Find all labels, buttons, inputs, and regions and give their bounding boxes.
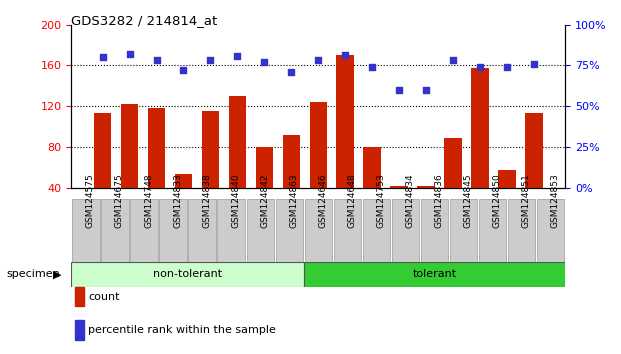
Point xyxy=(178,67,188,73)
Point xyxy=(367,64,377,69)
Text: percentile rank within the sample: percentile rank within the sample xyxy=(88,325,276,335)
Text: GSM124675: GSM124675 xyxy=(115,173,124,228)
FancyBboxPatch shape xyxy=(304,262,565,287)
Text: GSM124851: GSM124851 xyxy=(522,173,530,228)
Bar xyxy=(202,111,219,188)
Text: GSM124753: GSM124753 xyxy=(376,173,386,228)
Point xyxy=(475,64,485,69)
Text: GDS3282 / 214814_at: GDS3282 / 214814_at xyxy=(71,14,218,27)
Bar xyxy=(391,185,408,188)
Point xyxy=(314,58,324,63)
FancyBboxPatch shape xyxy=(247,199,274,262)
Text: GSM124836: GSM124836 xyxy=(435,173,443,228)
FancyBboxPatch shape xyxy=(450,199,477,262)
FancyBboxPatch shape xyxy=(101,199,129,262)
Bar xyxy=(337,55,354,188)
FancyBboxPatch shape xyxy=(188,199,215,262)
Text: GSM124842: GSM124842 xyxy=(260,173,269,228)
Bar xyxy=(175,175,193,188)
Point xyxy=(97,55,107,60)
Text: ▶: ▶ xyxy=(53,269,61,279)
Point xyxy=(502,64,512,69)
FancyBboxPatch shape xyxy=(276,199,303,262)
Bar xyxy=(121,104,138,188)
Bar xyxy=(498,170,515,188)
FancyBboxPatch shape xyxy=(421,199,448,262)
Point xyxy=(448,58,458,63)
Point xyxy=(125,51,135,57)
Bar xyxy=(309,102,327,188)
Bar xyxy=(94,113,111,188)
FancyBboxPatch shape xyxy=(160,199,187,262)
Bar xyxy=(256,147,273,188)
Text: GSM124648: GSM124648 xyxy=(347,173,356,228)
Text: GSM124748: GSM124748 xyxy=(144,173,153,228)
Point xyxy=(260,59,270,65)
Bar xyxy=(283,135,300,188)
Point xyxy=(206,58,215,63)
FancyBboxPatch shape xyxy=(305,199,332,262)
Bar xyxy=(525,113,543,188)
Text: specimen: specimen xyxy=(6,269,60,279)
Text: tolerant: tolerant xyxy=(412,269,456,279)
Point xyxy=(394,87,404,93)
Text: GSM124840: GSM124840 xyxy=(231,173,240,228)
Point xyxy=(286,69,296,74)
FancyBboxPatch shape xyxy=(392,199,419,262)
Text: GSM124575: GSM124575 xyxy=(86,173,95,228)
Text: GSM124863: GSM124863 xyxy=(289,173,298,228)
Point xyxy=(232,53,242,59)
Bar xyxy=(471,68,489,188)
Text: GSM124853: GSM124853 xyxy=(551,173,560,228)
FancyBboxPatch shape xyxy=(363,199,390,262)
FancyBboxPatch shape xyxy=(71,262,304,287)
Text: count: count xyxy=(88,292,120,302)
Bar xyxy=(229,96,246,188)
Text: GSM124834: GSM124834 xyxy=(406,173,414,228)
FancyBboxPatch shape xyxy=(479,199,506,262)
Text: GSM124850: GSM124850 xyxy=(492,173,502,228)
FancyBboxPatch shape xyxy=(508,199,535,262)
Point xyxy=(152,58,161,63)
Text: GSM124845: GSM124845 xyxy=(463,173,473,228)
Bar xyxy=(363,147,381,188)
FancyBboxPatch shape xyxy=(537,199,564,262)
Point xyxy=(421,87,431,93)
FancyBboxPatch shape xyxy=(333,199,361,262)
Point xyxy=(340,52,350,58)
Text: GSM124833: GSM124833 xyxy=(173,173,182,228)
Text: GSM124838: GSM124838 xyxy=(202,173,211,228)
FancyBboxPatch shape xyxy=(217,199,245,262)
Bar xyxy=(444,138,462,188)
FancyBboxPatch shape xyxy=(72,199,99,262)
Text: GSM124646: GSM124646 xyxy=(318,173,327,228)
Point xyxy=(529,62,539,67)
Bar xyxy=(148,108,165,188)
FancyBboxPatch shape xyxy=(130,199,158,262)
Text: non-tolerant: non-tolerant xyxy=(153,269,222,279)
Bar xyxy=(417,185,435,188)
